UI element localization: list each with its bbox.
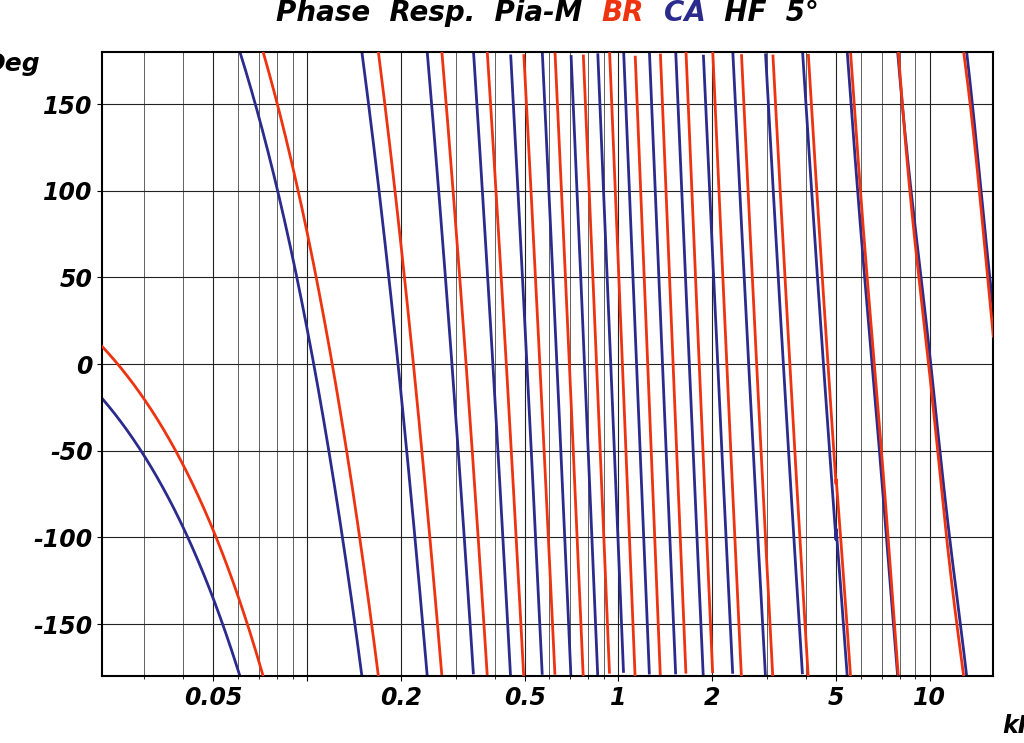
Text: CA: CA <box>664 0 706 27</box>
Text: Phase  Resp.  Pia-M: Phase Resp. Pia-M <box>276 0 602 27</box>
Text: HF  5°: HF 5° <box>706 0 819 27</box>
Text: Deg: Deg <box>0 52 40 76</box>
Text: kHz: kHz <box>1002 713 1024 738</box>
Text: BR: BR <box>602 0 644 27</box>
